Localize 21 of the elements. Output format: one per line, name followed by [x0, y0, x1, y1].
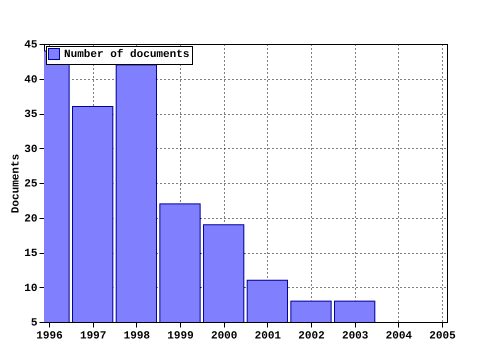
y-tick-label: 10: [24, 282, 38, 295]
y-tick-label: 15: [24, 248, 38, 260]
y-tick-label: 40: [24, 74, 38, 86]
x-tick-label: 2002: [298, 330, 325, 342]
y-tick-label: 20: [24, 213, 38, 226]
x-tick-label: 2003: [342, 330, 369, 342]
x-tick-label: 2004: [386, 330, 412, 342]
y-tick-label: 35: [24, 109, 38, 121]
x-tick-label: 1998: [124, 330, 150, 342]
y-tick-label: 25: [24, 178, 38, 190]
x-tick-label: 2005: [429, 330, 456, 342]
x-tick-label: 2000: [210, 330, 238, 342]
x-tick-label: 1996: [36, 330, 63, 342]
y-tick-label: 45: [24, 40, 38, 52]
y-tick-label: 30: [24, 144, 38, 156]
x-tick-label: 2001: [254, 330, 282, 342]
legend-label: Number of documents: [64, 48, 190, 61]
y-axis-title: Documents: [10, 154, 22, 214]
y-tick-label: 5: [30, 318, 38, 330]
x-tick-label: 1999: [167, 330, 194, 342]
x-tick-label: 1997: [80, 330, 106, 342]
